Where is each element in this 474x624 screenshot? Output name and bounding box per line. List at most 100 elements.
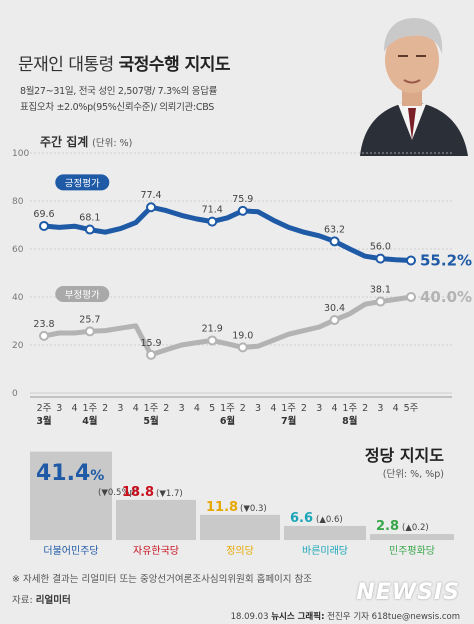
x-tick-label: 1주 bbox=[220, 403, 235, 414]
page-title: 문재인 대통령 국정수행 지지도 bbox=[18, 50, 231, 75]
party-change-label: (▲0.6) bbox=[316, 515, 343, 525]
x-tick-label: 4 bbox=[194, 403, 200, 414]
survey-info: 8월27~31일, 전국 성인 2,507명/ 7.3%의 응답률 표집오차 ±… bbox=[20, 84, 217, 116]
title-main: 국정수행 지지도 bbox=[118, 55, 231, 75]
party-bar bbox=[284, 525, 366, 540]
data-point bbox=[237, 342, 248, 353]
title-prefix: 문재인 대통령 bbox=[18, 55, 114, 75]
party-chart-title: 정당 지지도 bbox=[364, 446, 444, 465]
data-point bbox=[237, 205, 248, 216]
x-tick-label: 3 bbox=[117, 403, 123, 414]
x-tick-label: 3 bbox=[179, 403, 185, 414]
y-tick-label: 60 bbox=[12, 245, 24, 255]
source-name: 리얼미터 bbox=[35, 595, 71, 606]
data-label: 56.0 bbox=[370, 242, 391, 253]
series-tag-bg bbox=[55, 286, 110, 302]
y-tick-label: 40 bbox=[12, 293, 24, 303]
data-point bbox=[207, 335, 218, 346]
x-tick-label: 4 bbox=[332, 403, 338, 414]
data-point bbox=[84, 224, 95, 235]
data-point bbox=[39, 220, 49, 231]
y-tick-label: 100 bbox=[12, 149, 29, 159]
data-point bbox=[146, 202, 157, 213]
weekly-unit: (단위: %) bbox=[92, 138, 133, 149]
x-tick-label: 2 bbox=[102, 403, 108, 414]
party-name-label: 더불어민주당 bbox=[43, 545, 98, 557]
x-tick-label: 4 bbox=[270, 403, 276, 414]
data-label: 71.4 bbox=[202, 205, 223, 216]
party-bar bbox=[116, 499, 196, 540]
month-label: 5월 bbox=[143, 415, 158, 427]
x-tick-label: 3 bbox=[377, 403, 383, 414]
party-value-label: 18.8 bbox=[122, 485, 154, 500]
president-portrait bbox=[350, 0, 474, 156]
source-prefix: 자료: bbox=[12, 595, 33, 606]
data-point bbox=[84, 326, 95, 337]
party-name-label: 바른미래당 bbox=[302, 545, 348, 557]
party-value-label: 2.8 bbox=[376, 519, 399, 534]
source: 자료: 리얼미터 bbox=[12, 592, 71, 606]
x-tick-label: 2 bbox=[163, 403, 169, 414]
x-tick-label: 4 bbox=[72, 403, 78, 414]
party-bar bbox=[200, 514, 280, 540]
data-point bbox=[375, 296, 386, 307]
party-name-label: 정의당 bbox=[226, 545, 254, 557]
data-label: 25.7 bbox=[79, 314, 100, 325]
party-value-label: 11.8 bbox=[206, 500, 238, 515]
data-point bbox=[406, 292, 416, 302]
series-tag-label: 긍정평가 bbox=[65, 178, 100, 189]
month-label: 8월 bbox=[342, 415, 357, 427]
month-label: 7월 bbox=[281, 415, 296, 427]
approval-line-chart: 0 20 40 60 80 100 69.6 68.1 77.4 71.4 75.9 63.2 56.… bbox=[12, 149, 472, 427]
data-label: 30.4 bbox=[324, 303, 345, 314]
y-tick-label: 20 bbox=[12, 341, 24, 351]
party-bar bbox=[370, 534, 454, 540]
month-label: 6월 bbox=[220, 415, 235, 427]
x-tick-label: 2 bbox=[362, 403, 368, 414]
credit-agency: 뉴시스 그래픽: bbox=[271, 612, 325, 622]
data-label: 38.1 bbox=[370, 285, 391, 296]
data-label: 19.0 bbox=[232, 330, 253, 341]
party-change-label: (▼1.7) bbox=[156, 489, 183, 499]
data-point bbox=[375, 253, 386, 264]
survey-line-1: 8월27~31일, 전국 성인 2,507명/ 7.3%의 응답률 bbox=[20, 86, 218, 97]
y-tick-label: 0 bbox=[12, 389, 18, 399]
x-tick-label: 5 bbox=[209, 403, 215, 414]
x-tick-label: 3 bbox=[316, 403, 322, 414]
x-tick-label: 1주 bbox=[82, 403, 97, 414]
data-label: 69.6 bbox=[33, 209, 54, 220]
party-change-label: (▼0.5%p) bbox=[98, 488, 138, 498]
month-label: 3월 bbox=[36, 415, 51, 427]
credit-author: 전진우 기자 618tue@newsis.com bbox=[327, 612, 460, 622]
x-tick-label: 2주 bbox=[37, 403, 52, 414]
survey-line-2: 표집오차 ±2.0%p(95%신뢰수준)/ 의뢰기관:CBS bbox=[20, 102, 214, 113]
credit-date: 18.09.03 bbox=[230, 612, 269, 622]
x-tick-label: 1주 bbox=[281, 403, 296, 414]
x-tick-label: 4 bbox=[133, 403, 139, 414]
newsis-logo: NEWSIS bbox=[356, 580, 460, 605]
x-tick-label: 3 bbox=[255, 403, 261, 414]
party-name-label: 자유한국당 bbox=[133, 545, 179, 557]
data-point bbox=[207, 216, 218, 227]
credit: 18.09.03 뉴시스 그래픽: 전진우 기자 618tue@newsis.c… bbox=[231, 610, 460, 622]
data-point bbox=[39, 330, 49, 341]
party-value-label: 6.6 bbox=[290, 511, 313, 526]
x-tick-label: 2 bbox=[240, 403, 246, 414]
data-point bbox=[329, 236, 340, 247]
x-tick-label: 3 bbox=[56, 403, 62, 414]
party-change-label: (▼0.3) bbox=[240, 504, 267, 514]
data-label: 75.9 bbox=[232, 194, 253, 205]
data-label: 68.1 bbox=[79, 213, 100, 224]
x-tick-label: 1주 bbox=[342, 403, 357, 414]
party-chart-unit: (단위: %, %p) bbox=[382, 469, 444, 480]
data-label: 15.9 bbox=[140, 338, 161, 349]
data-point bbox=[146, 349, 157, 360]
weekly-label: 주간 집계 (단위: %) bbox=[40, 133, 132, 150]
x-tick-label: 2 bbox=[301, 403, 307, 414]
month-label: 4월 bbox=[82, 415, 97, 427]
last-value-label: 55.2% bbox=[420, 252, 472, 270]
party-change-label: (▲0.2) bbox=[402, 523, 429, 533]
party-name-label: 민주평화당 bbox=[389, 545, 435, 557]
